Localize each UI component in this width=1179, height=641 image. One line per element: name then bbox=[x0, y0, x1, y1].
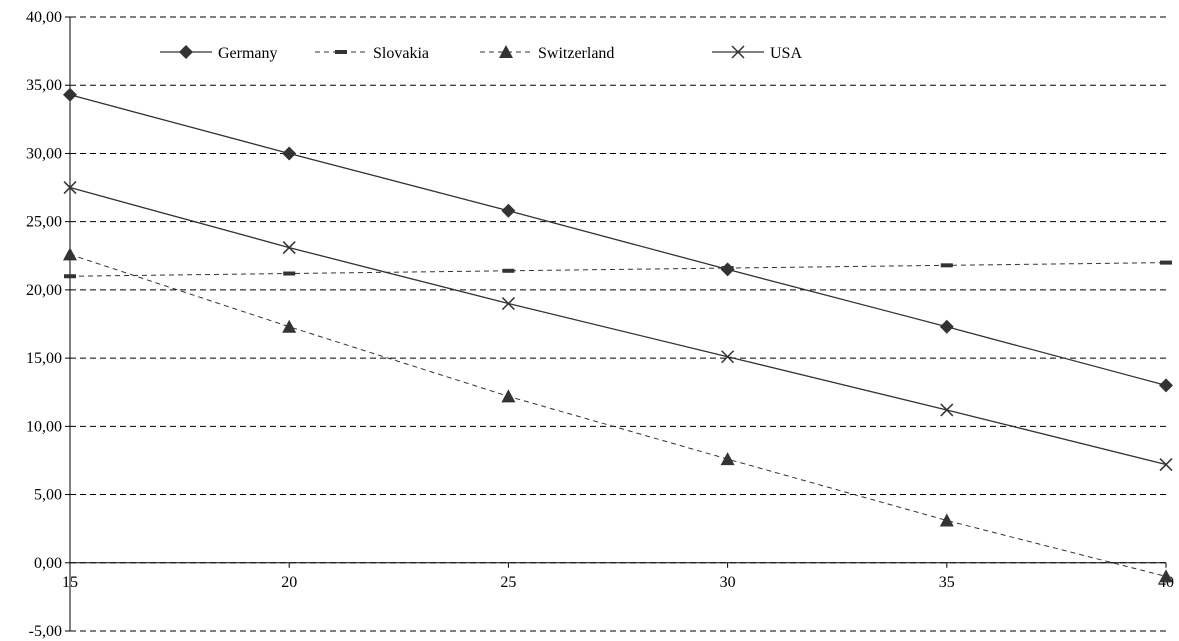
data-point-switzerland bbox=[939, 513, 954, 527]
y-tick-label: 40,00 bbox=[26, 9, 62, 26]
legend: Germany Slovakia Switzerland USA bbox=[160, 45, 802, 62]
y-tick-label: 25,00 bbox=[26, 214, 62, 231]
series-line-slovakia bbox=[69, 262, 1167, 277]
data-point-switzerland bbox=[282, 319, 297, 333]
data-point-slovakia bbox=[64, 274, 76, 279]
data-point-germany bbox=[501, 203, 516, 218]
y-tick-label: 35,00 bbox=[26, 77, 62, 94]
x-tick-label: 35 bbox=[939, 574, 955, 591]
data-point-germany bbox=[282, 146, 297, 161]
series-lines bbox=[69, 94, 1167, 577]
data-point-switzerland bbox=[1159, 569, 1173, 583]
legend-item-germany: Germany bbox=[160, 45, 278, 62]
data-point-slovakia bbox=[721, 266, 734, 271]
y-tick-labels: 40,00 35,00 30,00 25,00 20,00 15,00 10,00 5,00 0… bbox=[26, 9, 62, 640]
y-tick-label: 20,00 bbox=[26, 282, 62, 299]
series-line-usa bbox=[69, 186, 1167, 466]
legend-item-slovakia: Slovakia bbox=[315, 45, 429, 62]
legend-swatch-marker bbox=[499, 45, 513, 58]
data-point-slovakia bbox=[940, 263, 953, 268]
series-line-switzerland bbox=[69, 253, 1167, 577]
legend-item-switzerland: Switzerland bbox=[480, 45, 614, 62]
y-tick-label: 30,00 bbox=[26, 145, 62, 162]
legend-label: USA bbox=[770, 45, 802, 62]
data-point-usa bbox=[721, 350, 735, 364]
data-point-usa bbox=[282, 241, 296, 255]
legend-label: Slovakia bbox=[373, 45, 429, 62]
legend-label: Germany bbox=[218, 45, 278, 62]
y-tick-label: 5,00 bbox=[34, 487, 62, 504]
y-tick-label: 15,00 bbox=[26, 350, 62, 367]
legend-swatch-marker bbox=[179, 45, 193, 59]
x-tick-label: 25 bbox=[500, 574, 516, 591]
y-tick-label: 0,00 bbox=[34, 555, 62, 572]
data-point-germany bbox=[63, 87, 77, 102]
legend-swatch-marker bbox=[335, 50, 347, 54]
x-tick-label: 20 bbox=[281, 574, 297, 591]
data-point-usa bbox=[940, 403, 954, 417]
data-point-slovakia bbox=[283, 271, 296, 276]
gridlines bbox=[70, 16, 1166, 632]
y-tick-label: -5,00 bbox=[29, 623, 62, 640]
legend-label: Switzerland bbox=[538, 45, 614, 62]
data-point-usa bbox=[1159, 458, 1173, 472]
data-point-switzerland bbox=[501, 389, 516, 403]
data-point-germany bbox=[939, 319, 954, 334]
data-point-switzerland bbox=[720, 452, 735, 466]
data-point-germany bbox=[1159, 378, 1173, 393]
legend-swatch-marker bbox=[731, 45, 745, 59]
data-point-slovakia bbox=[1160, 260, 1172, 265]
data-point-usa bbox=[501, 297, 515, 311]
data-point-slovakia bbox=[502, 268, 515, 273]
x-tick-labels: 152025303540 bbox=[62, 574, 1174, 591]
axes bbox=[65, 16, 1167, 632]
series-line-germany bbox=[69, 94, 1167, 387]
series-markers bbox=[63, 87, 1173, 583]
data-point-usa bbox=[63, 181, 77, 195]
data-point-switzerland bbox=[63, 247, 77, 261]
y-tick-label: 10,00 bbox=[26, 418, 62, 435]
x-tick-label: 30 bbox=[720, 574, 736, 591]
x-tick-label: 15 bbox=[62, 574, 78, 591]
legend-item-usa: USA bbox=[712, 45, 802, 62]
